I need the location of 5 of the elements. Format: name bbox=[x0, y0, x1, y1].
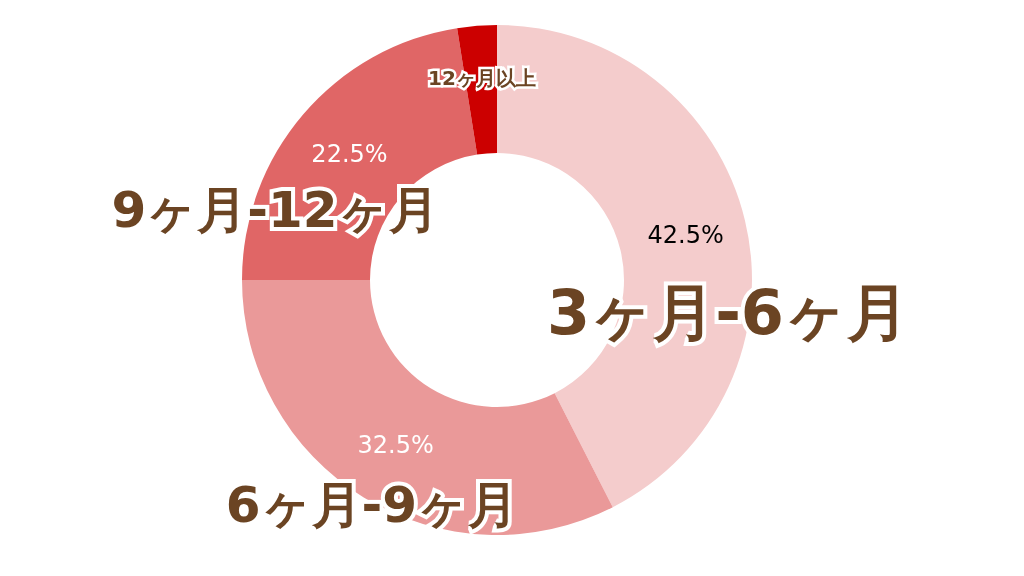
data-label: 32.5% bbox=[357, 431, 434, 460]
data-label: 42.5% bbox=[647, 220, 724, 249]
slice-label: 3ヶ月-6ヶ月 bbox=[546, 275, 910, 349]
data-label: 22.5% bbox=[311, 140, 388, 169]
slice-label: 9ヶ月-12ヶ月 bbox=[111, 181, 439, 239]
